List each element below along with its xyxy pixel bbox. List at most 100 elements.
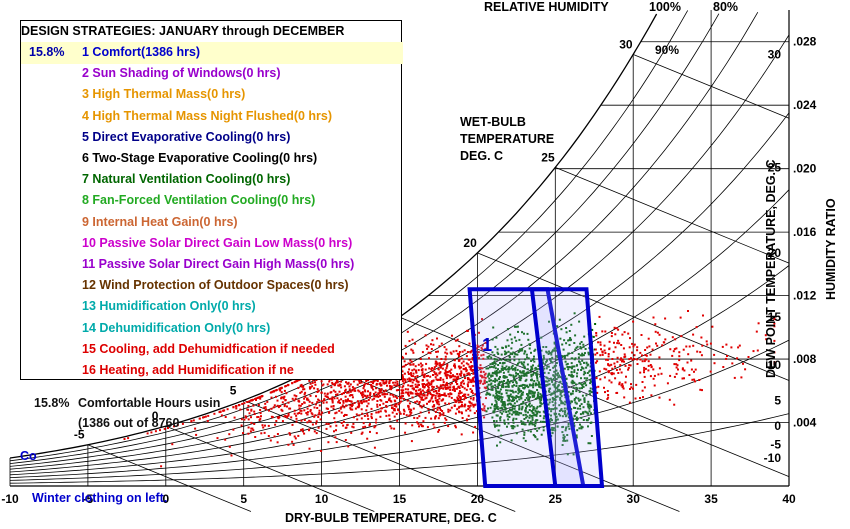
- data-point: [430, 343, 432, 346]
- data-point: [620, 371, 623, 374]
- comfort-point: [492, 326, 495, 329]
- data-point: [154, 430, 157, 433]
- data-point: [299, 391, 302, 394]
- comfort-point: [550, 410, 553, 413]
- comfort-point: [507, 385, 510, 388]
- comfort-point: [539, 420, 542, 423]
- data-point: [395, 405, 398, 408]
- data-point: [274, 395, 277, 398]
- data-point: [315, 432, 318, 435]
- comfort-point: [551, 350, 554, 353]
- data-point: [430, 381, 433, 383]
- data-point: [332, 389, 335, 392]
- data-point: [367, 390, 369, 393]
- data-point: [630, 386, 633, 389]
- data-point: [386, 393, 389, 396]
- data-point: [302, 430, 304, 433]
- comfort-point: [487, 367, 490, 370]
- data-point: [472, 372, 475, 375]
- comfort-point: [528, 402, 531, 405]
- comfort-point: [553, 342, 556, 345]
- data-point: [360, 392, 363, 395]
- data-point: [431, 387, 434, 390]
- data-point: [409, 391, 412, 394]
- comfort-point: [508, 373, 511, 376]
- comfort-point: [520, 377, 523, 380]
- data-point: [410, 411, 413, 414]
- data-point: [332, 407, 335, 410]
- data-point: [373, 426, 376, 429]
- data-point: [765, 338, 768, 341]
- data-point: [384, 389, 387, 392]
- data-point: [406, 330, 409, 333]
- comfort-point: [489, 383, 492, 386]
- data-point: [623, 353, 626, 356]
- data-point: [405, 352, 407, 355]
- data-point: [277, 417, 280, 420]
- comfort-point: [534, 414, 537, 417]
- data-point: [436, 379, 439, 381]
- dew-point-tick-label: 20: [768, 246, 782, 260]
- data-point: [437, 417, 440, 420]
- comfort-point: [564, 360, 567, 363]
- data-point: [403, 382, 405, 385]
- data-point: [300, 412, 303, 415]
- comfort-point: [554, 407, 557, 409]
- data-point: [607, 355, 610, 358]
- data-point: [351, 386, 354, 389]
- data-point: [409, 359, 412, 362]
- comfort-point: [588, 404, 591, 407]
- comfort-point: [538, 383, 541, 386]
- data-point: [424, 397, 427, 400]
- comfort-point: [584, 382, 587, 384]
- data-point: [426, 394, 429, 397]
- comfort-point: [511, 385, 514, 388]
- data-point: [325, 401, 328, 404]
- data-point: [367, 402, 370, 405]
- data-point: [360, 401, 363, 404]
- data-point: [439, 407, 441, 410]
- data-point: [448, 386, 451, 389]
- data-point: [752, 350, 755, 353]
- comfort-point: [581, 359, 584, 362]
- data-point: [419, 405, 422, 408]
- data-point: [409, 408, 412, 411]
- data-point: [366, 412, 369, 415]
- data-point: [713, 362, 716, 365]
- data-point: [327, 441, 330, 444]
- data-point: [283, 395, 286, 398]
- data-point: [293, 399, 296, 402]
- comfort-point: [517, 392, 520, 395]
- comfort-point: [485, 367, 488, 370]
- comfort-point: [529, 370, 532, 373]
- data-point: [466, 372, 469, 375]
- wet-bulb-tick-label: 25: [541, 150, 555, 164]
- data-point: [358, 414, 361, 417]
- comfort-point: [495, 358, 497, 361]
- comfort-point: [511, 404, 514, 407]
- data-point: [337, 401, 340, 404]
- comfort-point: [561, 415, 564, 418]
- data-point: [385, 414, 388, 417]
- comfort-point: [574, 412, 577, 415]
- comfort-point: [576, 419, 578, 421]
- comfort-point: [533, 355, 535, 358]
- comfort-point: [504, 358, 507, 361]
- data-point: [466, 383, 469, 386]
- data-point: [351, 389, 354, 392]
- comfort-point: [506, 339, 509, 342]
- data-point: [444, 417, 447, 420]
- data-point: [462, 368, 465, 370]
- data-point: [414, 386, 417, 388]
- data-point: [444, 351, 447, 354]
- data-point: [360, 417, 363, 420]
- comfort-point: [532, 408, 535, 411]
- data-point: [331, 397, 333, 400]
- data-point: [270, 415, 273, 418]
- comfort-point: [587, 442, 590, 445]
- data-point: [345, 400, 348, 403]
- data-point: [483, 409, 486, 412]
- data-point: [685, 345, 688, 348]
- data-point: [425, 375, 428, 378]
- data-point: [316, 401, 319, 404]
